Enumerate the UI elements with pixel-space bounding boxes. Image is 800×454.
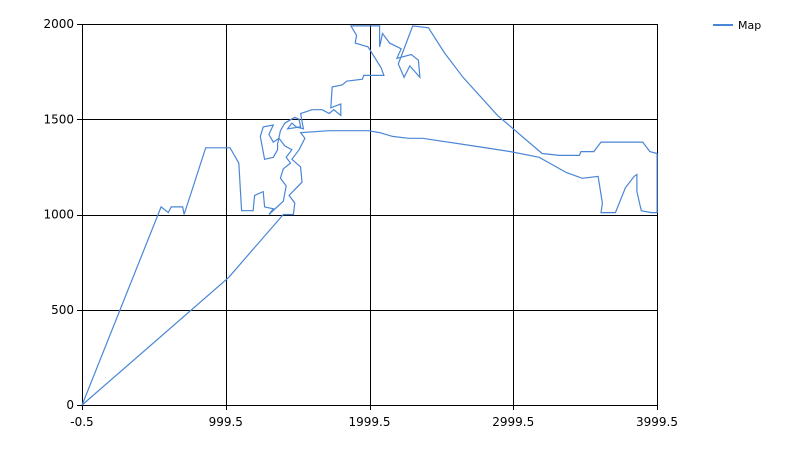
series-line-map	[81, 25, 658, 406]
legend-label-map: Map	[738, 19, 761, 32]
x-tick-label-1: 999.5	[209, 415, 243, 429]
axes	[77, 24, 658, 410]
series-layer	[81, 25, 658, 406]
grid-lines	[82, 24, 658, 406]
y-tick-label-3: 1500	[43, 112, 74, 126]
y-tick-label-1: 500	[51, 303, 74, 317]
tick-labels: -0.5 999.5 1999.5 2999.5 3999.5 0 500 1000 1500 2…	[43, 17, 678, 429]
legend: Map	[713, 19, 761, 32]
y-tick-label-2: 1000	[43, 208, 74, 222]
x-tick-label-0: -0.5	[70, 415, 93, 429]
y-tick-label-0: 0	[66, 398, 74, 412]
x-tick-label-4: 3999.5	[636, 415, 678, 429]
x-tick-label-3: 2999.5	[492, 415, 534, 429]
x-tick-label-2: 1999.5	[349, 415, 391, 429]
y-tick-label-4: 2000	[43, 17, 74, 31]
